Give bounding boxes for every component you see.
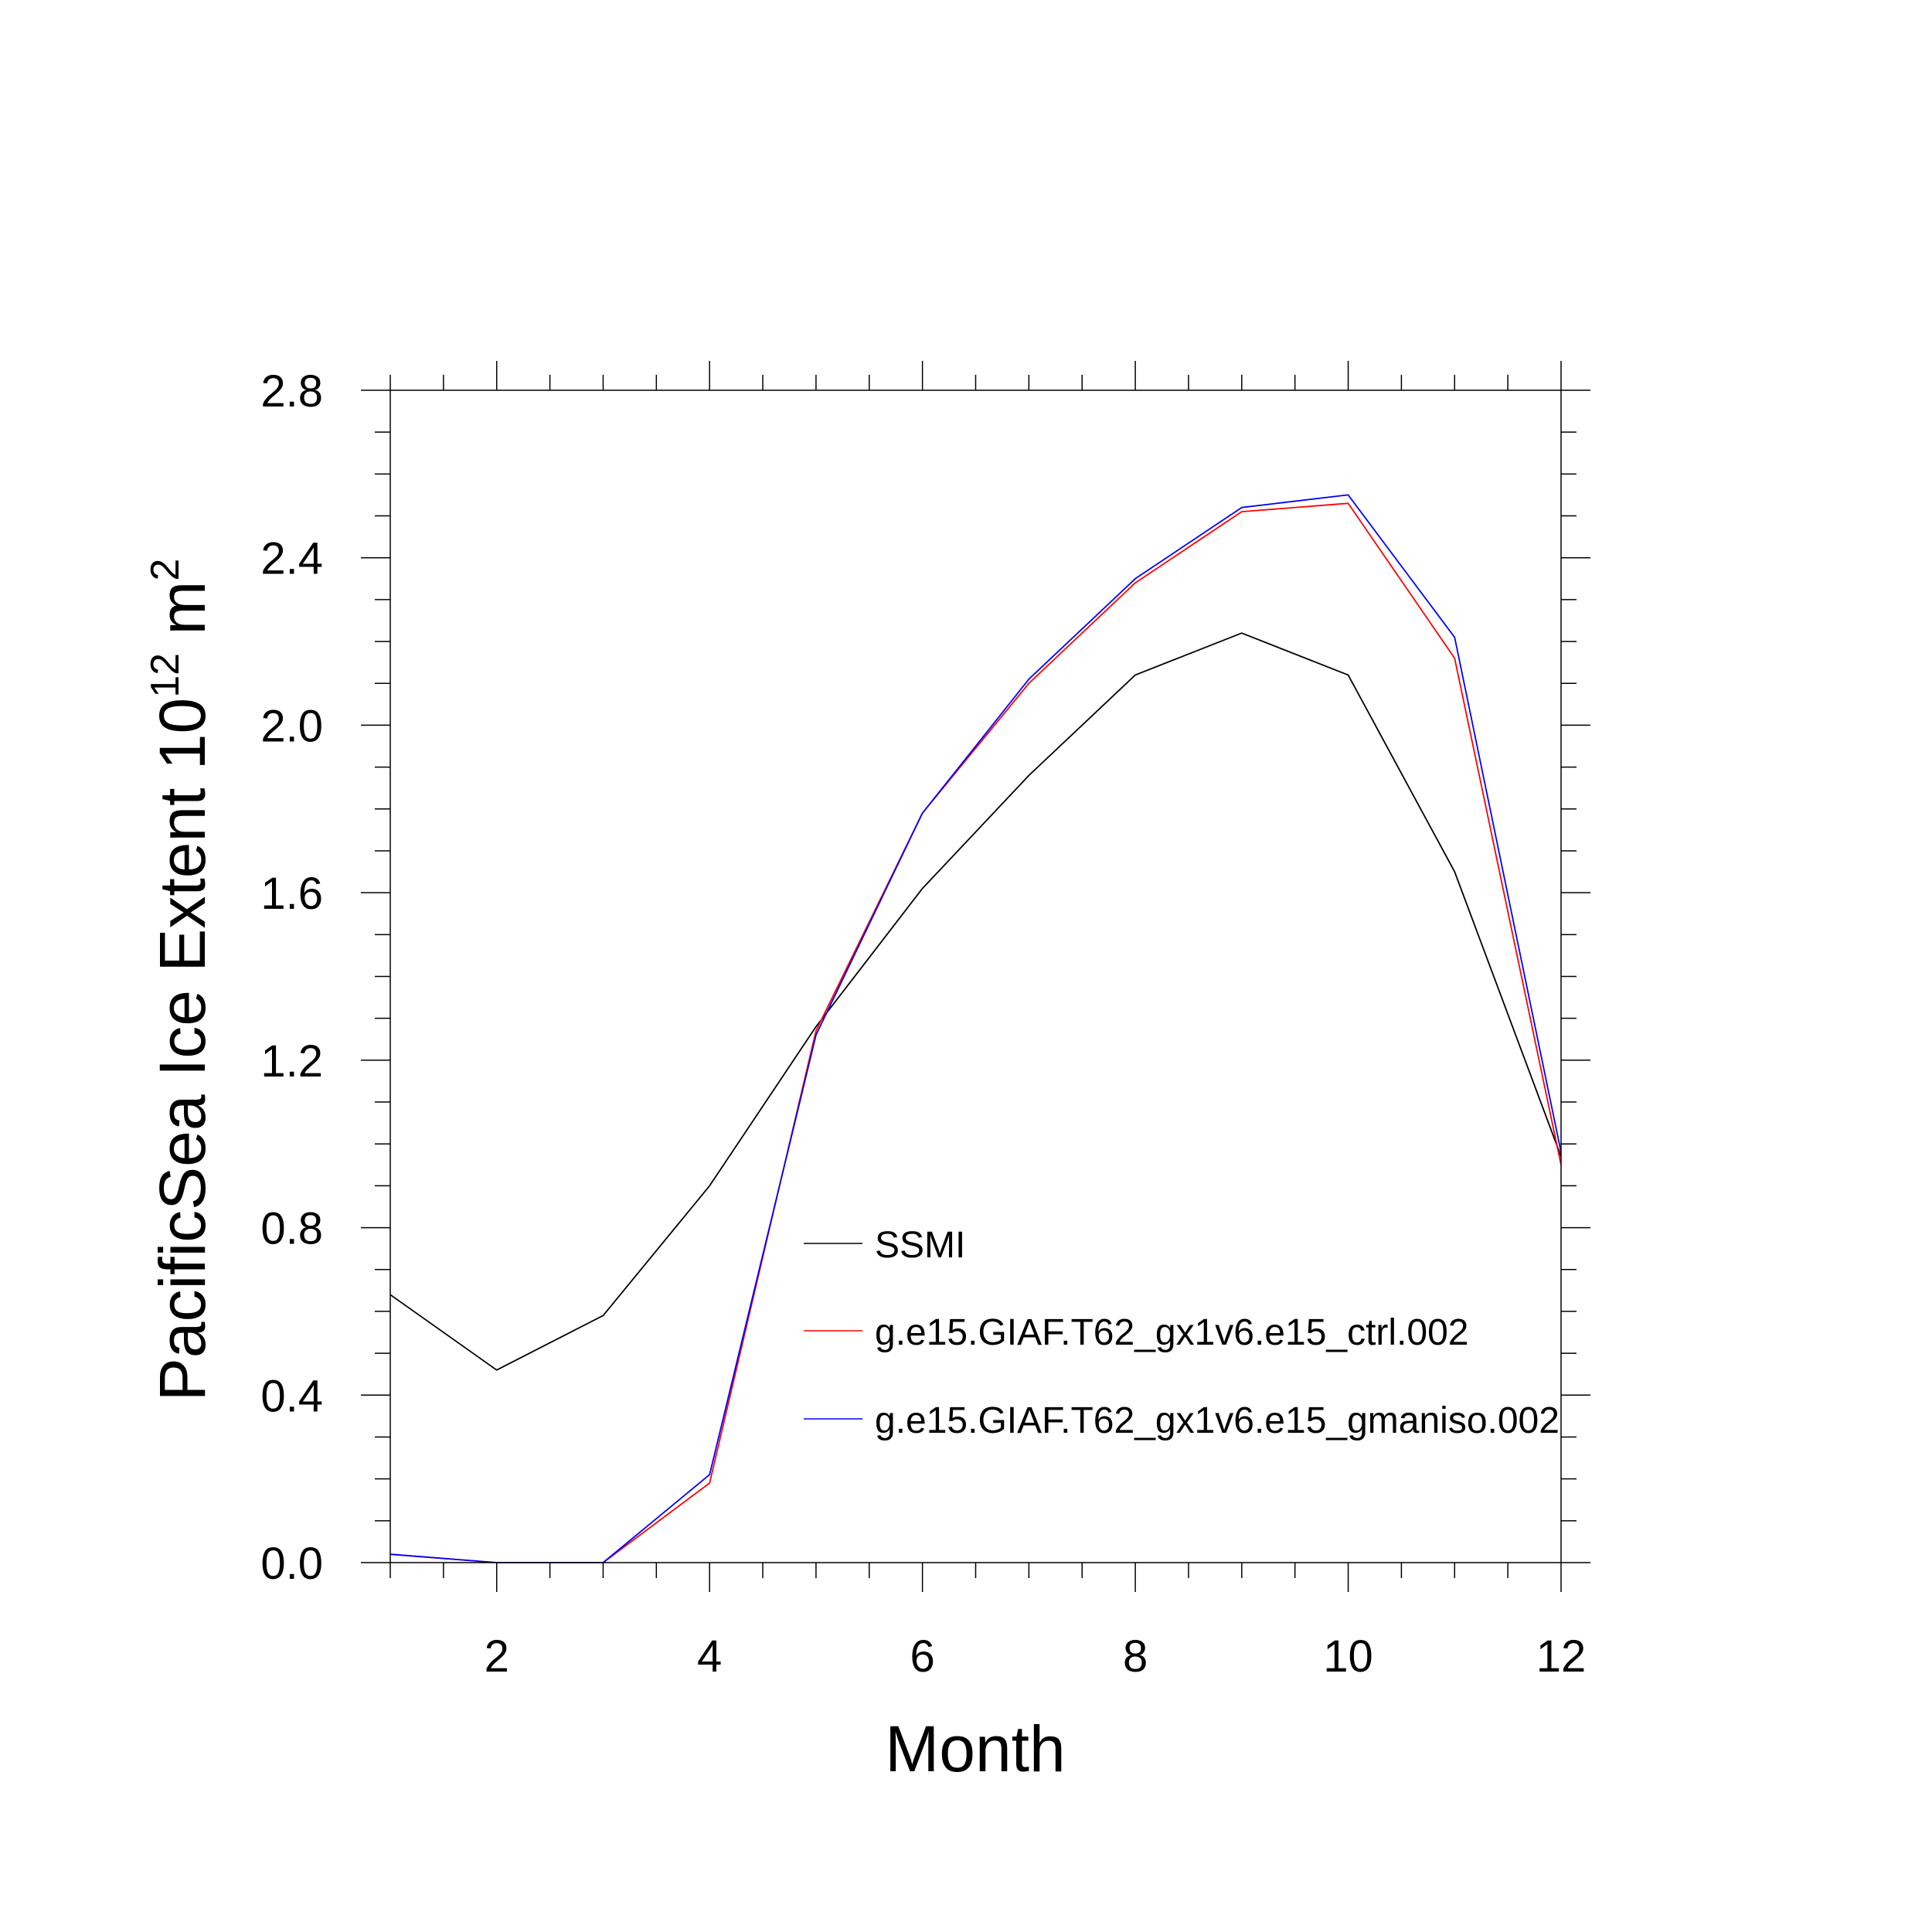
y-tick-label: 2.0 (260, 701, 323, 751)
x-tick-label: 2 (485, 1631, 509, 1682)
x-tick-label: 8 (1123, 1631, 1148, 1682)
legend-label-ctrl: g.e15.GIAF.T62_gx1v6.e15_ctrl.002 (875, 1312, 1469, 1353)
plot-frame (389, 389, 1562, 1563)
y-axis-label-space (146, 635, 219, 653)
x-tick-label: 4 (697, 1631, 722, 1682)
y-tick-label: 0.8 (260, 1204, 323, 1254)
y-tick-label: 2.8 (260, 366, 323, 417)
y-axis-label-unit-exponent: 2 (143, 559, 188, 581)
x-tick-label: 6 (910, 1631, 935, 1682)
legend-label-ssmi: SSMI (875, 1225, 965, 1266)
y-tick-label: 1.2 (260, 1036, 323, 1087)
y-tick-label: 1.6 (260, 869, 323, 919)
tick-labels: 2 4 6 8 10 12 0.0 0.4 0.8 1.2 1.6 2.0 2.4 2.8 (260, 366, 1586, 1682)
x-tick-label: 10 (1323, 1631, 1373, 1682)
y-tick-label: 0.4 (260, 1371, 323, 1421)
y-axis-label-exponent: 12 (143, 653, 188, 698)
series-line-0 (389, 632, 1562, 1371)
y-tick-label: 0.0 (260, 1539, 323, 1589)
x-axis-label: Month (885, 1713, 1065, 1785)
x-tick-label: 12 (1536, 1631, 1587, 1682)
svg-text:PacificSea Ice Extent 1012 m2: PacificSea Ice Extent 1012 m2 (143, 559, 219, 1402)
legend: SSMI g.e15.GIAF.T62_gx1v6.e15_ctrl.002 g… (804, 1225, 1560, 1441)
y-axis-label-main: PacificSea Ice Extent 10 (146, 698, 219, 1402)
y-axis-label: PacificSea Ice Extent 1012 m2 (143, 559, 219, 1402)
y-tick-label: 2.4 (260, 534, 323, 584)
ticks-layer (361, 361, 1590, 1592)
y-axis-label-unit: m (146, 581, 219, 635)
legend-label-gmaniso: g.e15.GIAF.T62_gx1v6.e15_gmaniso.002 (875, 1400, 1560, 1441)
